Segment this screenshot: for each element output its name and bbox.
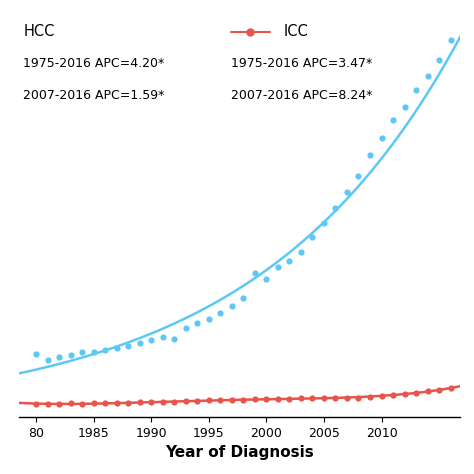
Point bbox=[435, 56, 443, 64]
Point bbox=[159, 399, 167, 406]
Point bbox=[193, 319, 201, 326]
Point bbox=[263, 395, 270, 403]
Point bbox=[182, 398, 190, 405]
Point bbox=[217, 309, 224, 317]
Point bbox=[332, 394, 339, 401]
Point bbox=[447, 36, 455, 44]
Point bbox=[217, 397, 224, 404]
Point bbox=[251, 395, 259, 403]
Point bbox=[309, 233, 316, 240]
Text: 1975-2016 APC=4.20*: 1975-2016 APC=4.20* bbox=[23, 56, 164, 70]
Point bbox=[228, 302, 236, 310]
Point bbox=[332, 204, 339, 211]
Point bbox=[389, 392, 397, 399]
Point bbox=[136, 339, 144, 346]
Point bbox=[101, 346, 109, 354]
Text: 1975-2016 APC=3.47*: 1975-2016 APC=3.47* bbox=[230, 56, 372, 70]
Point bbox=[125, 399, 132, 407]
Point bbox=[355, 394, 362, 401]
Point bbox=[412, 86, 420, 93]
Point bbox=[32, 350, 40, 358]
Point bbox=[401, 103, 408, 111]
Point bbox=[55, 400, 63, 408]
Point bbox=[90, 348, 98, 356]
Point bbox=[297, 248, 305, 255]
Point bbox=[309, 394, 316, 402]
Point bbox=[355, 172, 362, 180]
Point bbox=[147, 398, 155, 406]
Point bbox=[67, 351, 74, 358]
Point bbox=[297, 394, 305, 402]
Point bbox=[44, 356, 52, 364]
Point bbox=[274, 264, 282, 271]
Point bbox=[447, 384, 455, 392]
Point bbox=[251, 270, 259, 277]
Point bbox=[101, 399, 109, 407]
Text: ICC: ICC bbox=[283, 24, 308, 39]
Point bbox=[67, 400, 74, 407]
Point bbox=[239, 294, 247, 302]
Point bbox=[79, 400, 86, 408]
Point bbox=[205, 315, 213, 323]
Point bbox=[55, 353, 63, 361]
Point bbox=[378, 392, 385, 400]
Point bbox=[320, 394, 328, 402]
Point bbox=[90, 400, 98, 407]
Point bbox=[412, 389, 420, 396]
Text: 2007-2016 APC=8.24*: 2007-2016 APC=8.24* bbox=[230, 89, 372, 102]
Point bbox=[228, 396, 236, 404]
Text: 2007-2016 APC=1.59*: 2007-2016 APC=1.59* bbox=[23, 89, 165, 102]
X-axis label: Year of Diagnosis: Year of Diagnosis bbox=[165, 446, 314, 460]
Point bbox=[378, 134, 385, 141]
Point bbox=[320, 219, 328, 227]
Point bbox=[182, 324, 190, 332]
Point bbox=[274, 395, 282, 403]
Point bbox=[389, 116, 397, 124]
Point bbox=[205, 397, 213, 404]
Point bbox=[113, 399, 120, 407]
Point bbox=[147, 336, 155, 344]
Point bbox=[136, 399, 144, 406]
Point bbox=[239, 396, 247, 403]
Point bbox=[79, 348, 86, 356]
Point bbox=[343, 188, 351, 196]
Point bbox=[44, 401, 52, 408]
Point bbox=[435, 386, 443, 393]
Point bbox=[286, 257, 293, 265]
Point bbox=[343, 394, 351, 401]
Point bbox=[366, 151, 374, 159]
Point bbox=[401, 390, 408, 397]
Point bbox=[125, 342, 132, 349]
Point bbox=[193, 397, 201, 405]
Point bbox=[171, 336, 178, 343]
Point bbox=[113, 344, 120, 352]
Point bbox=[286, 395, 293, 402]
Point bbox=[366, 393, 374, 401]
Point bbox=[424, 387, 431, 395]
Point bbox=[263, 275, 270, 283]
Text: HCC: HCC bbox=[23, 24, 55, 39]
Point bbox=[159, 333, 167, 341]
Point bbox=[32, 400, 40, 408]
Point bbox=[171, 398, 178, 405]
Point bbox=[424, 72, 431, 79]
